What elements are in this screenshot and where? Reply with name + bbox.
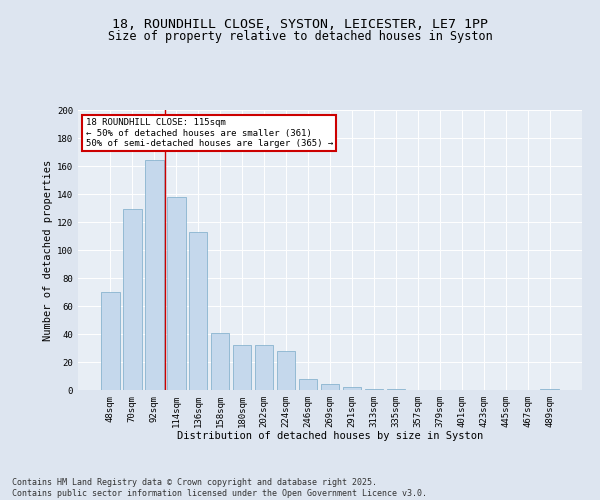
Text: Contains HM Land Registry data © Crown copyright and database right 2025.
Contai: Contains HM Land Registry data © Crown c…: [12, 478, 427, 498]
Bar: [167, 197, 185, 390]
Bar: [101, 292, 119, 390]
Bar: [211, 332, 229, 390]
Bar: [343, 387, 361, 390]
Bar: [365, 388, 383, 390]
Bar: [386, 388, 405, 390]
Bar: [145, 160, 164, 390]
Bar: [320, 384, 340, 390]
Bar: [299, 379, 317, 390]
Text: 18 ROUNDHILL CLOSE: 115sqm
← 50% of detached houses are smaller (361)
50% of sem: 18 ROUNDHILL CLOSE: 115sqm ← 50% of deta…: [86, 118, 333, 148]
Bar: [233, 345, 251, 390]
Bar: [189, 232, 208, 390]
Text: 18, ROUNDHILL CLOSE, SYSTON, LEICESTER, LE7 1PP: 18, ROUNDHILL CLOSE, SYSTON, LEICESTER, …: [112, 18, 488, 30]
Bar: [541, 388, 559, 390]
X-axis label: Distribution of detached houses by size in Syston: Distribution of detached houses by size …: [177, 432, 483, 442]
Bar: [123, 210, 142, 390]
Y-axis label: Number of detached properties: Number of detached properties: [43, 160, 53, 340]
Bar: [277, 351, 295, 390]
Text: Size of property relative to detached houses in Syston: Size of property relative to detached ho…: [107, 30, 493, 43]
Bar: [255, 345, 274, 390]
